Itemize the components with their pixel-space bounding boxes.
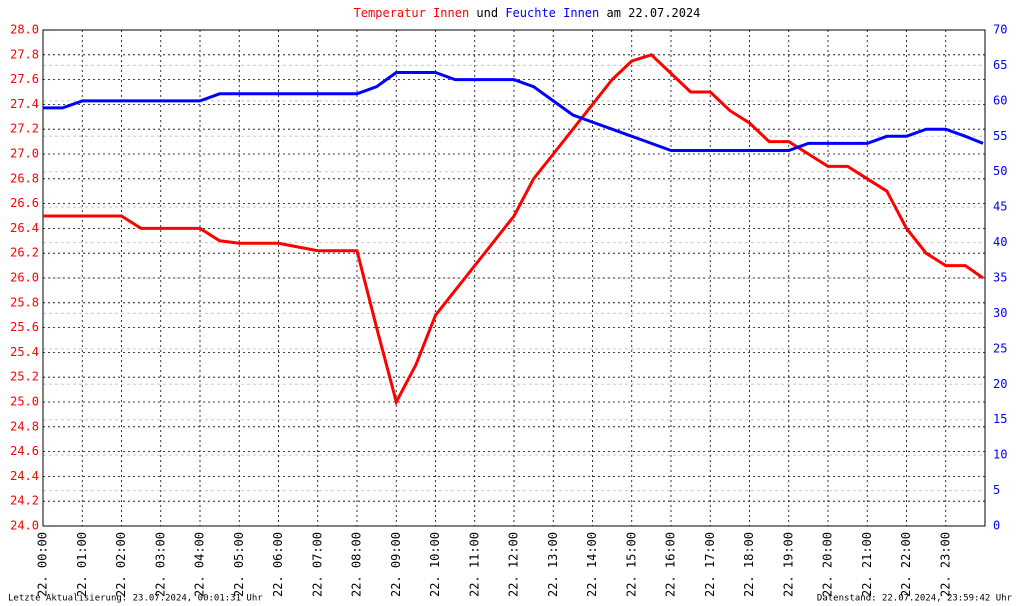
series-line: [43, 53, 984, 407]
x-tick-label: 22. 14:00: [585, 532, 599, 597]
title-connector: und: [476, 6, 498, 20]
y-tick-label: 24.6: [10, 444, 39, 458]
series-line: [43, 71, 984, 152]
footer-right: Datenstand: 22.07.2024, 23:59:42 Uhr: [817, 594, 1013, 604]
x-tick-label: 22. 18:00: [742, 532, 756, 597]
x-tick-label: 22. 05:00: [232, 532, 246, 597]
x-tick-label: 22. 00:00: [36, 532, 50, 597]
x-tick-label: 22. 21:00: [860, 532, 874, 597]
x-tick-label: 22. 23:00: [938, 532, 952, 597]
y2-tick-label: 60: [993, 93, 1007, 107]
y2-tick-label: 20: [993, 377, 1007, 391]
y-tick-label: 26.0: [10, 271, 39, 285]
y2-tick-label: 35: [993, 271, 1007, 285]
y-tick-label: 25.8: [10, 295, 39, 309]
y-tick-label: 27.2: [10, 122, 39, 136]
x-tick-label: 22. 09:00: [389, 532, 403, 597]
title-date: am 22.07.2024: [606, 6, 700, 20]
title-series-2: Feuchte Innen: [505, 6, 599, 20]
x-tick-label: 22. 12:00: [507, 532, 521, 597]
y-tick-label: 24.2: [10, 494, 39, 508]
y2-tick-label: 65: [993, 58, 1007, 72]
y2-tick-label: 5: [993, 483, 1000, 497]
y-tick-label: 27.0: [10, 147, 39, 161]
y2-tick-label: 0: [993, 519, 1000, 533]
x-tick-label: 22. 04:00: [193, 532, 207, 597]
y-tick-label: 28.0: [10, 23, 39, 37]
x-tick-label: 22. 20:00: [821, 532, 835, 597]
y2-tick-label: 45: [993, 200, 1007, 214]
plot-border: [42, 29, 986, 527]
y2-tick-label: 30: [993, 306, 1007, 320]
x-tick-label: 22. 06:00: [271, 532, 285, 597]
x-tick-label: 22. 19:00: [781, 532, 795, 597]
chart-title: Temperatur Innen und Feuchte Innen am 22…: [354, 6, 701, 20]
x-tick-label: 22. 02:00: [114, 532, 128, 597]
x-tick-label: 22. 10:00: [428, 532, 442, 597]
x-tick-label: 22. 22:00: [899, 532, 913, 597]
y2-tick-label: 10: [993, 448, 1007, 462]
y-tick-label: 25.0: [10, 395, 39, 409]
x-tick-label: 22. 13:00: [546, 532, 560, 597]
y-tick-label: 26.8: [10, 171, 39, 185]
y2-tick-label: 25: [993, 341, 1007, 355]
x-tick-label: 22. 16:00: [664, 532, 678, 597]
y2-tick-label: 40: [993, 235, 1007, 249]
footer-left: Letzte Aktualisierung: 23.07.2024, 00:01…: [8, 594, 263, 604]
x-tick-label: 22. 07:00: [310, 532, 324, 597]
x-tick-label: 22. 11:00: [467, 532, 481, 597]
y-tick-label: 24.4: [10, 469, 39, 483]
y-tick-label: 25.4: [10, 345, 39, 359]
y-tick-label: 27.4: [10, 97, 39, 111]
x-tick-label: 22. 17:00: [703, 532, 717, 597]
y-tick-label: 26.6: [10, 196, 39, 210]
y-tick-label: 27.8: [10, 47, 39, 61]
y2-tick-label: 55: [993, 129, 1007, 143]
x-tick-label: 22. 08:00: [350, 532, 364, 597]
y-tick-label: 25.2: [10, 370, 39, 384]
y-tick-label: 27.6: [10, 72, 39, 86]
y-tick-label: 25.6: [10, 320, 39, 334]
x-tick-label: 22. 03:00: [153, 532, 167, 597]
title-series-1: Temperatur Innen: [354, 6, 470, 20]
y2-tick-label: 70: [993, 23, 1007, 37]
y-tick-label: 26.4: [10, 221, 39, 235]
x-tick-label: 22. 15:00: [624, 532, 638, 597]
x-tick-label: 22. 01:00: [75, 532, 89, 597]
y2-tick-label: 50: [993, 164, 1007, 178]
y2-tick-label: 15: [993, 412, 1007, 426]
y-tick-label: 26.2: [10, 246, 39, 260]
y-tick-label: 24.0: [10, 519, 39, 533]
y-tick-label: 24.8: [10, 419, 39, 433]
